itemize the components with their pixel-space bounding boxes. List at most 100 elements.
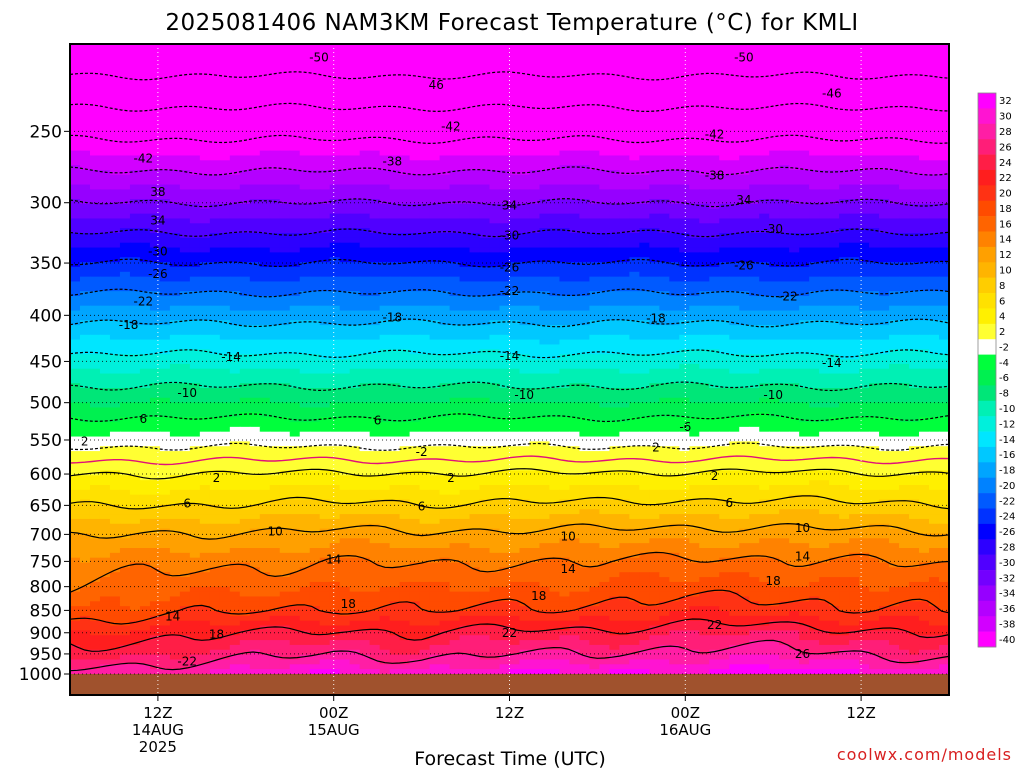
heatmap-cell <box>519 87 531 94</box>
heatmap-cell <box>339 73 351 79</box>
heatmap-cell <box>149 97 161 103</box>
heatmap-cell <box>459 281 471 287</box>
heatmap-cell <box>819 213 830 220</box>
heatmap-cell <box>819 208 830 215</box>
heatmap-cell <box>519 44 531 50</box>
heatmap-cell <box>519 131 531 137</box>
heatmap-cell <box>569 58 581 64</box>
heatmap-cell <box>769 208 780 215</box>
heatmap-cell <box>639 194 650 200</box>
heatmap-cell <box>729 77 740 84</box>
heatmap-cell <box>819 291 830 297</box>
heatmap-cell <box>259 160 271 166</box>
heatmap-cell <box>779 170 790 176</box>
heatmap-cell <box>419 252 431 258</box>
heatmap-cell <box>829 237 840 244</box>
heatmap-cell <box>749 48 760 55</box>
heatmap-cell <box>619 315 630 321</box>
heatmap-cell <box>549 68 561 74</box>
heatmap-cell <box>499 223 511 229</box>
heatmap-cell <box>259 300 271 307</box>
heatmap-cell <box>279 300 291 307</box>
heatmap-cell <box>479 199 491 205</box>
heatmap-cell <box>379 300 391 307</box>
heatmap-cell <box>479 131 491 137</box>
heatmap-cell <box>509 116 521 123</box>
heatmap-cell <box>769 44 780 50</box>
heatmap-cell <box>729 213 740 220</box>
heatmap-cell <box>469 179 481 186</box>
heatmap-cell <box>679 242 690 249</box>
heatmap-cell <box>219 315 231 321</box>
heatmap-cell <box>819 82 830 89</box>
heatmap-cell <box>599 184 610 190</box>
heatmap-cell <box>309 111 321 118</box>
heatmap-cell <box>709 310 720 316</box>
heatmap-cell <box>939 291 950 297</box>
heatmap-cell <box>889 102 900 108</box>
heatmap-cell <box>829 126 840 132</box>
heatmap-cell <box>179 252 191 258</box>
heatmap-cell <box>379 305 391 312</box>
heatmap-cell <box>349 73 361 79</box>
heatmap-cell <box>659 68 670 74</box>
heatmap-cell <box>489 189 501 195</box>
heatmap-cell <box>219 116 231 123</box>
heatmap-cell <box>189 199 201 205</box>
heatmap-cell <box>269 107 281 113</box>
heatmap-cell <box>879 136 890 142</box>
heatmap-cell <box>79 310 91 316</box>
heatmap-cell <box>159 126 171 132</box>
heatmap-cell <box>449 131 461 137</box>
heatmap-cell <box>559 281 571 287</box>
heatmap-cell <box>539 170 551 176</box>
heatmap-cell <box>319 252 331 258</box>
heatmap-cell <box>809 82 820 89</box>
heatmap-cell <box>79 92 91 98</box>
heatmap-cell <box>139 77 151 84</box>
heatmap-cell <box>649 237 660 244</box>
heatmap-cell <box>859 136 870 142</box>
heatmap-cell <box>559 155 571 161</box>
heatmap-cell <box>99 73 111 79</box>
heatmap-cell <box>509 68 521 74</box>
heatmap-cell <box>99 296 111 302</box>
heatmap-cell <box>209 189 221 195</box>
heatmap-cell <box>679 237 690 244</box>
heatmap-cell <box>99 131 111 137</box>
heatmap-cell <box>899 194 910 200</box>
heatmap-cell <box>169 165 181 171</box>
heatmap-cell <box>699 199 710 205</box>
heatmap-cell <box>359 82 371 89</box>
heatmap-cell <box>359 48 371 55</box>
heatmap-cell <box>349 107 361 113</box>
heatmap-cell <box>729 136 740 142</box>
heatmap-cell <box>109 150 121 157</box>
heatmap-cell <box>609 242 620 249</box>
heatmap-cell <box>769 48 780 55</box>
heatmap-cell <box>79 131 91 137</box>
heatmap-cell <box>679 116 690 123</box>
heatmap-cell <box>209 150 221 157</box>
heatmap-cell <box>189 68 201 74</box>
heatmap-cell <box>109 48 121 55</box>
heatmap-cell <box>299 276 311 283</box>
heatmap-cell <box>779 218 790 224</box>
heatmap-cell <box>509 305 521 312</box>
heatmap-cell <box>419 150 431 157</box>
heatmap-cell <box>559 170 571 176</box>
heatmap-cell <box>179 194 191 200</box>
heatmap-cell <box>239 131 251 137</box>
heatmap-cell <box>259 92 271 98</box>
heatmap-cell <box>389 102 401 108</box>
heatmap-cell <box>119 237 131 244</box>
heatmap-cell <box>429 218 441 224</box>
heatmap-cell <box>929 77 940 84</box>
heatmap-cell <box>399 315 411 321</box>
heatmap-cell <box>599 194 610 200</box>
heatmap-cell <box>879 140 890 147</box>
heatmap-cell <box>599 92 610 98</box>
heatmap-cell <box>309 126 321 132</box>
heatmap-cell <box>579 63 591 69</box>
heatmap-cell <box>129 58 141 64</box>
